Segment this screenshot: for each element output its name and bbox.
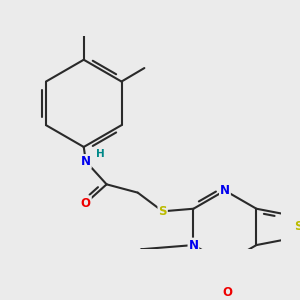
Text: N: N xyxy=(220,184,230,197)
Text: O: O xyxy=(222,286,232,299)
Text: S: S xyxy=(158,205,167,218)
Text: H: H xyxy=(96,149,105,159)
Text: N: N xyxy=(188,238,199,252)
Text: N: N xyxy=(81,155,91,168)
Text: S: S xyxy=(294,220,300,233)
Text: O: O xyxy=(81,196,91,209)
